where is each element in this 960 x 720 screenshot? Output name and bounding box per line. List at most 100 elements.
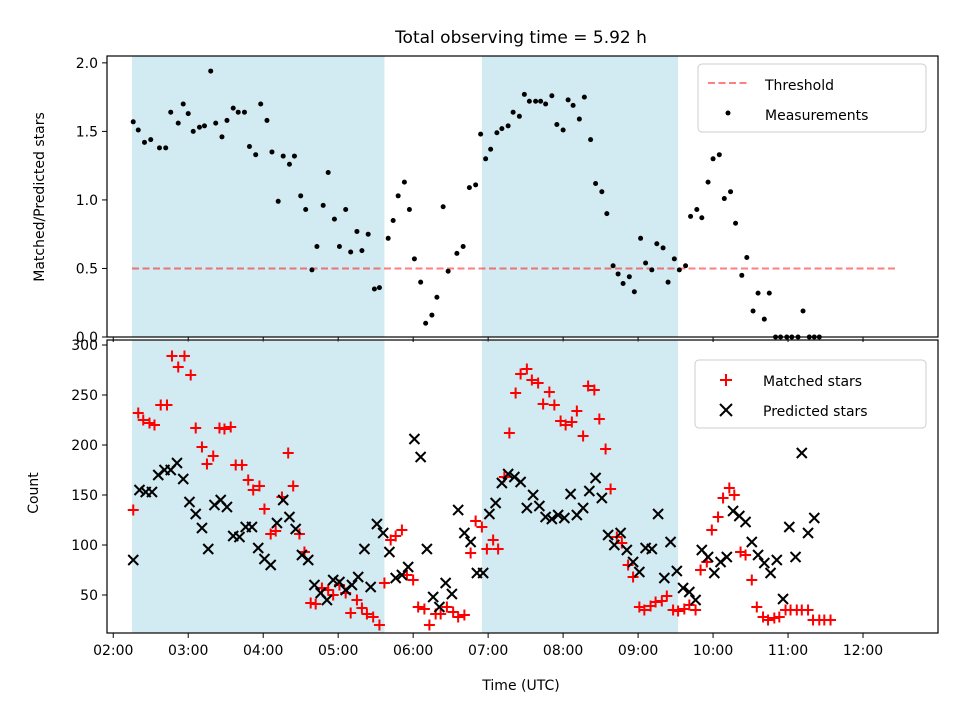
measurement-point [683, 263, 689, 269]
matched-stars-point [452, 611, 464, 623]
predicted-stars-point [689, 594, 702, 606]
shaded-interval [131, 56, 385, 337]
measurement-point [359, 248, 365, 254]
measurement-point [728, 189, 734, 195]
bottom-panel-y-label: Count [26, 472, 42, 514]
measurement-point [348, 249, 354, 255]
measurement-point [418, 279, 424, 285]
measurement-point [190, 128, 196, 134]
top-panel-data [130, 68, 899, 340]
x-tick-label: 03:00 [168, 643, 208, 659]
measurement-point [710, 156, 716, 162]
predicted-stars-point [802, 527, 814, 539]
predicted-stars-point [308, 579, 321, 591]
measurement-point [570, 102, 576, 108]
matched-stars-point [566, 416, 578, 428]
matched-stars-point [656, 595, 668, 607]
predicted-stars-point [321, 594, 333, 606]
matched-stars-point [661, 590, 673, 602]
predicted-stars-point [514, 476, 527, 488]
measurement-point [699, 215, 705, 221]
x-tick-label: 09:00 [618, 643, 658, 659]
matched-stars-point [287, 480, 299, 492]
predicted-stars-point [439, 577, 452, 589]
matched-stars-point [487, 534, 499, 546]
predicted-stars-point [333, 576, 346, 588]
shaded-interval [481, 340, 679, 633]
predicted-stars-point [808, 512, 820, 524]
predicted-stars-point [558, 512, 571, 524]
measurement-point [213, 120, 219, 126]
predicted-stars-point [783, 521, 796, 533]
matched-stars-point [441, 601, 453, 613]
measurement-point [761, 316, 767, 322]
predicted-stars-point [302, 554, 314, 566]
predicted-stars-point [483, 508, 496, 520]
measurement-point [488, 146, 494, 152]
predicted-stars-point [433, 601, 446, 613]
matched-stars-point [600, 443, 612, 455]
measurement-point [755, 290, 761, 296]
matched-stars-point [418, 603, 430, 615]
predicted-stars-point [464, 536, 477, 548]
matched-stars-point [447, 606, 459, 618]
legend-predicted-marker [719, 403, 733, 417]
predicted-stars-point [777, 593, 789, 605]
measurement-point [716, 152, 722, 158]
predicted-stars-point [233, 531, 246, 543]
matched-stars-point [148, 419, 160, 431]
measurement-point [744, 254, 750, 260]
measurement-point [538, 98, 544, 104]
predicted-stars-point [602, 529, 614, 541]
predicted-stars-point [127, 554, 139, 566]
matched-stars-point [605, 483, 617, 495]
matched-stars-point [560, 419, 572, 431]
matched-stars-point [137, 414, 149, 426]
predicted-stars-point [196, 522, 208, 534]
measurement-point [395, 193, 401, 199]
matched-stars-point [412, 601, 424, 613]
measurement-point [565, 97, 571, 103]
y-tick-label: 100 [71, 538, 98, 554]
matched-stars-point [537, 398, 549, 410]
measurement-point [543, 101, 549, 107]
top-panel-y-label: Matched/Predicted stars [32, 112, 48, 282]
predicted-stars-point [796, 447, 808, 459]
predicted-stars-point [358, 543, 371, 555]
matched-stars-point [481, 543, 493, 555]
predicted-stars-point [764, 567, 777, 579]
legend-measurements-label: Measurements [765, 108, 868, 124]
predicted-stars-point [246, 521, 258, 533]
measurement-point [505, 123, 511, 129]
measurement-point [253, 152, 259, 158]
measurement-point [615, 271, 621, 277]
predicted-stars-point [171, 457, 183, 469]
predicted-stars-point [708, 567, 721, 579]
predicted-stars-point [739, 516, 752, 528]
matched-stars-point [717, 492, 729, 504]
predicted-stars-point [202, 543, 214, 555]
y-tick-label: 50 [80, 588, 98, 604]
measurement-point [638, 235, 644, 241]
measurement-point [526, 98, 532, 104]
matched-stars-point [492, 543, 504, 555]
measurement-point [499, 126, 505, 132]
matched-stars-point [706, 524, 718, 536]
measurement-point [445, 268, 451, 274]
measurement-point [320, 202, 326, 208]
predicted-stars-point [264, 559, 277, 571]
measurement-point [130, 119, 136, 125]
y-tick-label: 1.5 [76, 124, 98, 140]
measurement-point [434, 294, 440, 300]
predicted-stars-point [289, 523, 302, 535]
predicted-stars-point [383, 546, 396, 558]
measurement-point [423, 320, 429, 326]
legend-measurements-marker [725, 110, 731, 116]
predicted-stars-point [252, 542, 264, 554]
matched-stars-point [253, 480, 265, 492]
measurement-point [649, 267, 655, 273]
predicted-stars-point [489, 497, 502, 509]
predicted-stars-point [664, 536, 677, 548]
predicted-stars-point [364, 581, 377, 593]
measurement-point [654, 241, 660, 247]
